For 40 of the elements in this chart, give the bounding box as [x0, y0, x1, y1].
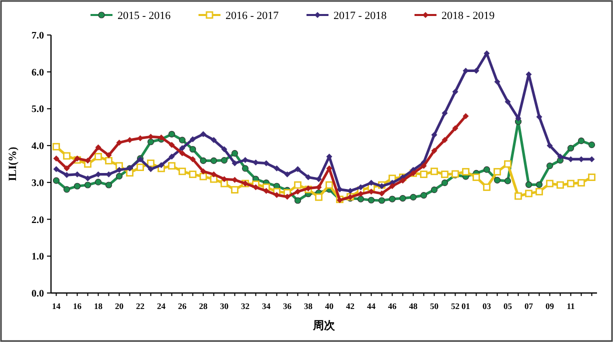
x-tick-label: 22	[136, 301, 144, 311]
x-tick-label: 20	[115, 301, 124, 311]
x-tick-label: 38	[304, 301, 312, 311]
x-tick-label: 09	[546, 301, 554, 311]
y-tick-label: 0.0	[32, 288, 44, 300]
x-axis-title: 周次	[312, 320, 336, 332]
y-tick-label: 6.0	[32, 67, 44, 78]
x-tick-label: 05	[504, 301, 512, 311]
legend-label: 2015 - 2016	[118, 10, 172, 22]
x-tick-label: 28	[199, 301, 208, 311]
x-tick-label: 48	[409, 301, 418, 311]
x-tick-label: 03	[482, 301, 491, 311]
legend-label: 2017 - 2018	[334, 10, 388, 22]
x-tick-label: 01	[462, 301, 470, 311]
x-tick-label: 50	[430, 301, 438, 311]
x-tick-label: 24	[157, 301, 166, 311]
x-tick-label: 30	[220, 301, 228, 311]
y-tick-label: 4.0	[32, 141, 44, 152]
y-tick-label: 7.0	[32, 30, 44, 42]
x-tick-label: 14	[52, 301, 62, 311]
x-tick-label: 32	[241, 301, 250, 311]
x-tick-label: 44	[367, 301, 376, 311]
y-tick-label: 2.0	[32, 214, 44, 226]
x-tick-label: 40	[325, 301, 334, 311]
y-tick-label: 1.0	[32, 252, 44, 263]
x-tick-label: 16	[73, 301, 82, 311]
x-tick-label: 46	[388, 301, 396, 311]
x-tick-label: 07	[524, 301, 534, 311]
legend-label: 2016 - 2017	[226, 10, 280, 22]
y-tick-label: 5.0	[32, 104, 44, 116]
x-tick-label: 11	[566, 301, 575, 311]
x-tick-label: 34	[262, 301, 272, 311]
x-tick-label: 26	[178, 301, 186, 311]
y-tick-label: 3.0	[32, 178, 44, 189]
y-axis-title: ILI(%)	[7, 146, 19, 182]
x-tick-label: 18	[94, 301, 102, 311]
x-tick-label: 42	[346, 301, 354, 311]
x-tick-label: 52	[451, 301, 460, 311]
x-tick-label: 36	[283, 301, 292, 311]
legend-label: 2018 - 2019	[442, 10, 496, 22]
